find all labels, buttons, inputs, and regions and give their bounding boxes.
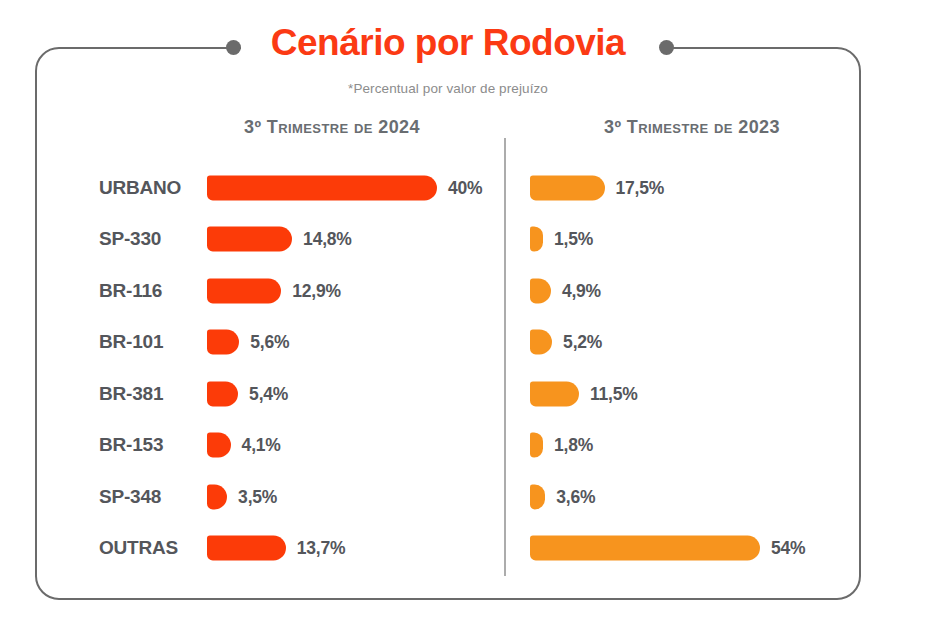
category-label: BR-153 xyxy=(99,434,163,456)
infographic-canvas: Cenário por Rodovia *Percentual por valo… xyxy=(0,0,926,627)
category-label: BR-101 xyxy=(99,331,163,353)
value-label-2024: 5,6% xyxy=(250,332,289,353)
value-label-2024: 40% xyxy=(448,177,482,198)
bar-2023 xyxy=(530,484,545,509)
bar-2024 xyxy=(207,330,239,355)
chart-row-br381: BR-381 5,4% 11,5% xyxy=(37,368,859,420)
chart-rows: URBANO 40% 17,5% SP-330 14,8% 1,5% BR-11… xyxy=(37,162,859,574)
chart-row-sp330: SP-330 14,8% 1,5% xyxy=(37,214,859,266)
chart-row-br116: BR-116 12,9% 4,9% xyxy=(37,265,859,317)
value-label-2023: 5,2% xyxy=(563,332,602,353)
chart-row-outras: OUTRAS 13,7% 54% xyxy=(37,523,859,575)
value-label-2023: 4,9% xyxy=(562,280,601,301)
category-label: BR-381 xyxy=(99,383,163,405)
bar-2024 xyxy=(207,381,238,406)
value-label-2023: 1,5% xyxy=(554,229,593,250)
column-header-2023: 3º Trimestre de 2023 xyxy=(604,117,780,138)
category-label: OUTRAS xyxy=(99,537,178,559)
bar-2023 xyxy=(530,433,543,458)
chart-row-br101: BR-101 5,6% 5,2% xyxy=(37,317,859,369)
bar-2024 xyxy=(207,484,227,509)
bar-2023 xyxy=(530,330,552,355)
bar-2024 xyxy=(207,433,231,458)
value-label-2023: 54% xyxy=(771,538,805,559)
column-header-2024: 3º Trimestre de 2024 xyxy=(244,117,420,138)
bar-2023 xyxy=(530,227,543,252)
bar-2024 xyxy=(207,227,292,252)
bar-2023 xyxy=(530,381,579,406)
value-label-2024: 14,8% xyxy=(303,229,352,250)
chart-row-br153: BR-153 4,1% 1,8% xyxy=(37,420,859,472)
value-label-2023: 17,5% xyxy=(616,177,665,198)
bar-2023 xyxy=(530,175,605,200)
category-label: BR-116 xyxy=(99,280,162,302)
bar-2024 xyxy=(207,175,437,200)
value-label-2024: 13,7% xyxy=(297,538,346,559)
bar-2023 xyxy=(530,536,760,561)
value-label-2023: 3,6% xyxy=(556,486,595,507)
chart-card: Cenário por Rodovia *Percentual por valo… xyxy=(35,47,861,600)
category-label: URBANO xyxy=(99,177,181,199)
bar-2023 xyxy=(530,278,551,303)
chart-row-urbano: URBANO 40% 17,5% xyxy=(37,162,859,214)
chart-row-sp348: SP-348 3,5% 3,6% xyxy=(37,471,859,523)
value-label-2023: 1,8% xyxy=(554,435,593,456)
page-title: Cenário por Rodovia xyxy=(37,22,859,64)
category-label: SP-348 xyxy=(99,486,161,508)
value-label-2024: 12,9% xyxy=(292,280,341,301)
value-label-2023: 11,5% xyxy=(590,383,638,404)
category-label: SP-330 xyxy=(99,228,161,250)
value-label-2024: 4,1% xyxy=(242,435,281,456)
bar-2024 xyxy=(207,536,286,561)
bar-2024 xyxy=(207,278,281,303)
value-label-2024: 5,4% xyxy=(249,383,288,404)
value-label-2024: 3,5% xyxy=(238,486,277,507)
chart-subtitle: *Percentual por valor de prejuízo xyxy=(37,81,859,96)
